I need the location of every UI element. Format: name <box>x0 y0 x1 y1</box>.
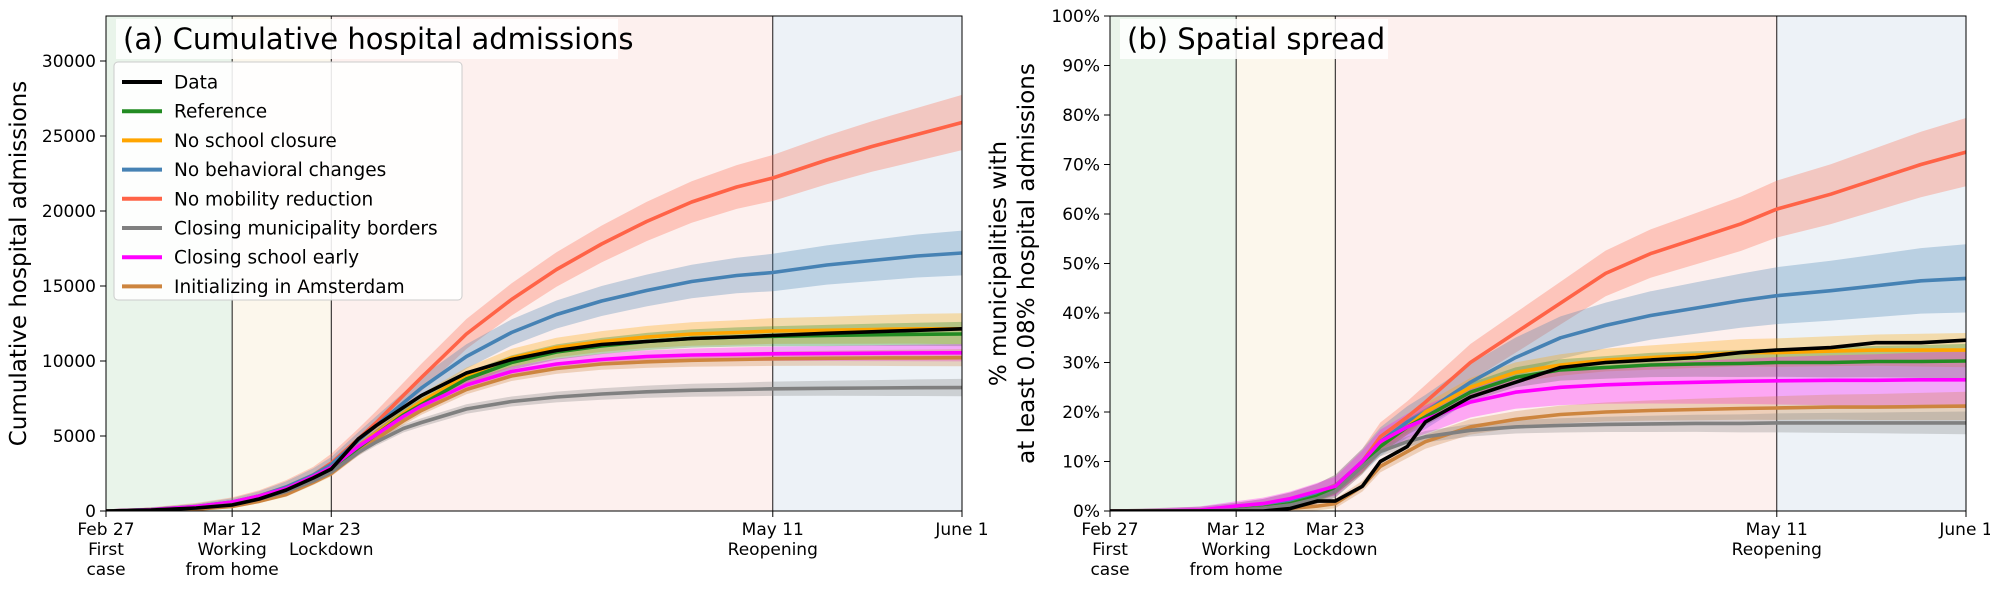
band-closing-school-early <box>1110 351 1966 511</box>
x-tick-label-line: June 1 <box>1938 520 1990 540</box>
y-tick-label: 20000 <box>42 202 96 222</box>
band-reference <box>106 321 962 511</box>
y-tick-label: 0% <box>1073 502 1100 522</box>
series-line-closing-school-early <box>106 350 962 511</box>
y-tick-label: 30% <box>1062 354 1100 374</box>
y-axis-label: Cumulative hospital admissions <box>6 81 32 447</box>
series-line-initializing-in-amsterdam <box>106 355 962 511</box>
band-no-mobility-reduction <box>1110 118 1966 511</box>
y-axis-label-line: at least 0.08% hospital admissions <box>1014 63 1040 464</box>
x-tick-label-line: Mar 12 <box>1207 520 1266 540</box>
legend-label-closing-municipality-borders: Closing municipality borders <box>174 219 438 240</box>
x-tick-label-line: case <box>86 560 125 580</box>
legend-label-no-behavioral-changes: No behavioral changes <box>174 160 386 181</box>
x-tick-label: June 1 <box>934 520 988 540</box>
axes-frame <box>105 15 963 512</box>
x-tick-label-line: First <box>88 540 124 560</box>
chart-title: (a) Cumulative hospital admissions <box>123 22 633 56</box>
x-tick-label-line: Lockdown <box>289 540 374 560</box>
legend-label-no-mobility-reduction: No mobility reduction <box>174 189 373 210</box>
legend-label-no-school-closure: No school closure <box>174 131 337 152</box>
y-tick-label: 30000 <box>42 52 96 72</box>
y-tick-label: 90% <box>1062 57 1100 77</box>
y-tick-label: 60% <box>1062 205 1100 225</box>
x-tick-label-line: Mar 23 <box>302 520 361 540</box>
y-tick-label: 25000 <box>42 127 96 147</box>
y-tick-label: 50% <box>1062 255 1100 275</box>
panel-a-cumulative-admissions: 0 5000 10000 15000 20000 25000 30000 Feb 27 Firs… <box>6 15 989 580</box>
x-tick-label: May 11 Reopening <box>728 520 818 560</box>
legend-label-initializing-in-amsterdam: Initializing in Amsterdam <box>174 277 405 298</box>
y-axis-label: % municipalities withat least 0.08% hosp… <box>986 63 1040 464</box>
series-line-data <box>1110 338 1966 511</box>
phase-background-1 <box>1236 16 1336 511</box>
y-axis-label-line: % municipalities with <box>986 141 1012 386</box>
x-tick-label-line: from home <box>1190 560 1283 580</box>
x-tick-label: May 11 Reopening <box>1732 520 1822 560</box>
band-initializing-in-amsterdam <box>106 349 962 511</box>
x-tick-label-line: Working <box>1201 540 1270 560</box>
x-tick-label-line: Working <box>197 540 266 560</box>
y-tick-label: 10% <box>1062 453 1100 473</box>
legend-box <box>113 61 463 301</box>
phase-background-2 <box>1335 16 1777 511</box>
x-tick-label-line: May 11 <box>742 520 804 540</box>
band-no-behavioral-changes <box>1110 244 1966 511</box>
y-tick-label: 0 <box>85 502 96 522</box>
legend: Data Reference No school closure No behavio… <box>113 61 463 301</box>
y-tick-label: 20% <box>1062 403 1100 423</box>
x-tick-label: Feb 27 First case <box>1081 520 1138 580</box>
y-tick-label: 100% <box>1051 7 1100 27</box>
x-tick-label-line: June 1 <box>934 520 988 540</box>
x-tick-label-line: Feb 27 <box>77 520 134 540</box>
x-tick-label-line: First <box>1092 540 1128 560</box>
legend-label-closing-school-early: Closing school early <box>174 248 359 269</box>
x-tick-label-line: Lockdown <box>1293 540 1378 560</box>
chart-title: (b) Spatial spread <box>1127 22 1385 56</box>
x-tick-label: Feb 27 First case <box>77 520 134 580</box>
plot-area <box>1110 118 1966 511</box>
x-tick-label: Mar 12 Working from home <box>186 520 279 580</box>
x-tick-label: Mar 23 Lockdown <box>1293 520 1378 560</box>
x-tick-label-line: from home <box>186 560 279 580</box>
band-closing-school-early <box>106 344 962 511</box>
x-tick-label: Mar 23 Lockdown <box>289 520 374 560</box>
title-background <box>116 19 618 59</box>
panel-b-spatial-spread: 0% 10% 20% 30% 40% 50% 60% 70% 80% 90% 100% Feb 27 F… <box>986 7 1990 580</box>
plot-area <box>106 94 962 511</box>
band-no-mobility-reduction <box>106 94 962 511</box>
title-background <box>1120 19 1388 59</box>
y-tick-label: 10000 <box>42 352 96 372</box>
x-tick-label: June 1 <box>1938 520 1990 540</box>
series-line-closing-municipality-borders <box>1110 421 1966 511</box>
x-tick-label-line: Mar 12 <box>203 520 262 540</box>
y-tick-label: 5000 <box>53 427 96 447</box>
y-tick-label: 80% <box>1062 106 1100 126</box>
series-line-data <box>106 327 962 511</box>
phase-background-3 <box>772 16 962 511</box>
x-tick-label-line: Feb 27 <box>1081 520 1138 540</box>
x-tick-label-line: Reopening <box>1732 540 1822 560</box>
phase-background-0 <box>1110 16 1237 511</box>
x-tick-label-line: Reopening <box>728 540 818 560</box>
y-tick-label: 15000 <box>42 277 96 297</box>
x-tick-label-line: May 11 <box>1746 520 1808 540</box>
legend-label-data: Data <box>174 73 218 94</box>
phase-background-3 <box>1776 16 1966 511</box>
x-tick-label: Mar 12 Working from home <box>1190 520 1283 580</box>
y-tick-label: 40% <box>1062 304 1100 324</box>
y-tick-label: 70% <box>1062 156 1100 176</box>
x-tick-label-line: Mar 23 <box>1306 520 1365 540</box>
x-tick-label-line: case <box>1090 560 1129 580</box>
legend-label-reference: Reference <box>174 102 267 123</box>
